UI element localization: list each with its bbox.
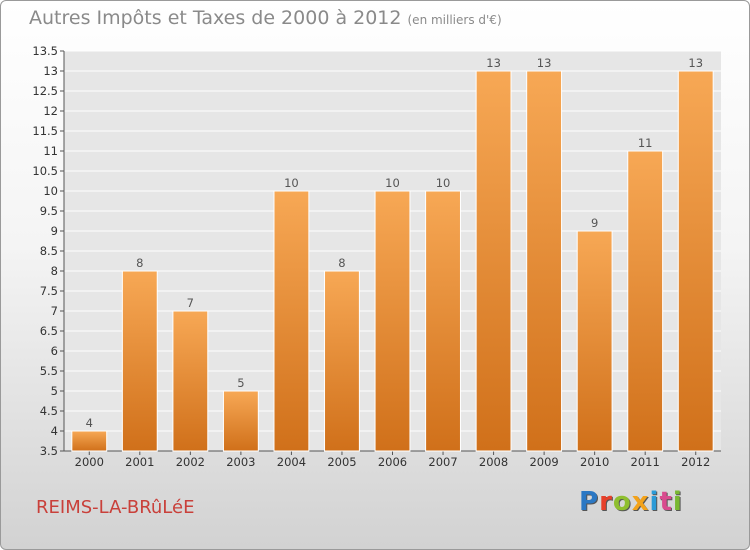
x-tick-label: 2010	[580, 455, 609, 469]
x-tick-label: 2004	[277, 455, 306, 469]
data-label: 10	[385, 176, 400, 190]
brand-letter: r	[599, 487, 613, 517]
data-label: 9	[591, 216, 598, 230]
bar-2011	[627, 150, 664, 452]
chart-title-text: Autres Impôts et Taxes de 2000 à 2012	[29, 7, 402, 29]
y-tick-label: 11.5	[32, 124, 58, 138]
bar-2006	[374, 190, 411, 452]
x-tick-label: 2001	[125, 455, 154, 469]
data-label: 8	[136, 256, 143, 270]
y-tick-label: 12	[43, 104, 58, 118]
data-label: 4	[86, 416, 93, 430]
data-label: 8	[338, 256, 345, 270]
data-labels: 4 8 7 5 10 8 10 10 13 13 9 11 13	[86, 56, 703, 430]
y-tick-label: 9	[51, 224, 58, 238]
data-label: 11	[638, 136, 653, 150]
data-label: 7	[187, 296, 194, 310]
y-tick-label: 7	[51, 304, 58, 318]
data-label: 13	[537, 56, 552, 70]
brand-letter: o	[612, 487, 632, 517]
data-label: 13	[486, 56, 501, 70]
x-tick-label: 2007	[428, 455, 457, 469]
brand-letter: P	[579, 487, 600, 517]
y-tick-label: 5	[51, 384, 58, 398]
bar-2001	[121, 270, 158, 452]
bar-2004	[273, 190, 310, 452]
bar-2008	[475, 70, 512, 452]
y-tick-label: 3.5	[40, 444, 58, 458]
x-tick-label: 2005	[327, 455, 356, 469]
x-tick-label: 2012	[681, 455, 710, 469]
y-tick-label: 6.5	[40, 324, 58, 338]
x-tick-label: 2006	[378, 455, 407, 469]
brand-letter: i	[672, 487, 683, 517]
y-tick-label: 6	[51, 344, 58, 358]
y-tick-label: 8	[51, 264, 58, 278]
y-tick-label: 4	[51, 424, 58, 438]
x-tick-label: 2008	[479, 455, 508, 469]
brand-letter: t	[659, 487, 673, 517]
y-tick-label: 7.5	[40, 284, 58, 298]
bar-2003	[222, 390, 259, 452]
data-label: 10	[284, 176, 299, 190]
chart-title: Autres Impôts et Taxes de 2000 à 2012 (en…	[29, 7, 502, 29]
bar-2002	[172, 310, 209, 452]
x-tick-label: 2000	[75, 455, 104, 469]
x-tick-label: 2003	[226, 455, 255, 469]
x-tick-label: 2002	[176, 455, 205, 469]
y-tick-label: 9.5	[40, 204, 58, 218]
x-tick-label: 2009	[529, 455, 558, 469]
y-tick-label: 8.5	[40, 244, 58, 258]
proxiti-logo[interactable]: Proxiti	[579, 487, 683, 517]
bar-2012	[677, 70, 714, 452]
y-tick-label: 10	[43, 184, 58, 198]
y-tick-label: 4.5	[40, 404, 58, 418]
chart-subtitle: (en milliers d'€)	[407, 13, 502, 27]
bar-2010	[576, 230, 613, 452]
data-label: 5	[237, 376, 244, 390]
data-label: 13	[688, 56, 703, 70]
commune-name: REIMS-LA-BRûLéE	[36, 497, 195, 518]
bar-2009	[526, 70, 563, 452]
y-tick-label: 5.5	[40, 364, 58, 378]
y-tick-label: 11	[43, 144, 58, 158]
y-tick-label: 10.5	[32, 164, 58, 178]
bars	[71, 70, 714, 452]
y-tick-label: 13.5	[32, 44, 58, 58]
bar-2007	[425, 190, 461, 452]
bar-2005	[324, 270, 360, 452]
bar-2000	[71, 430, 108, 452]
data-label: 10	[436, 176, 451, 190]
y-tick-label: 12.5	[32, 84, 58, 98]
brand-letter: i	[649, 487, 660, 517]
x-tick-label: 2011	[631, 455, 660, 469]
brand-letter: x	[631, 487, 650, 517]
y-tick-label: 13	[43, 64, 58, 78]
